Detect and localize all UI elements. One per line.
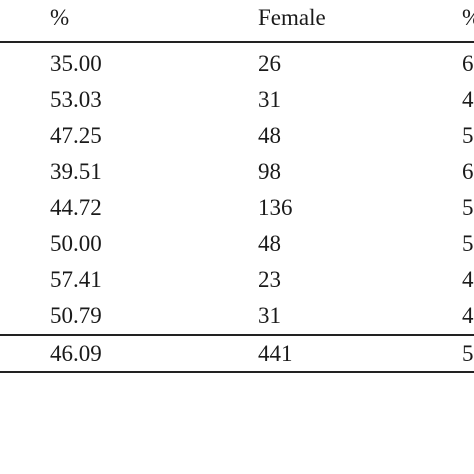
table-cell: 6 [462, 51, 474, 76]
table-cell: 4 [462, 87, 474, 112]
table-cell: 44.72 [50, 195, 102, 220]
table-cell: 5 [462, 195, 474, 220]
header-cell: Female [258, 5, 326, 30]
table-cell: 26 [258, 51, 281, 76]
header-rule [0, 41, 474, 43]
table-cell: 53.03 [50, 87, 102, 112]
table-cell: 136 [258, 195, 293, 220]
table-cell: 48 [258, 123, 281, 148]
header-cell: % [462, 5, 474, 31]
bottom-rule [0, 371, 474, 373]
table-cell: 23 [258, 267, 281, 292]
table-cell: 50.00 [50, 231, 102, 256]
table-cell: 57.41 [50, 267, 102, 292]
table-cell: 31 [258, 303, 281, 328]
table-cell: 5 [462, 231, 474, 256]
table-cell: 47.25 [50, 123, 102, 148]
table-cell: 39.51 [50, 159, 102, 184]
total-cell: 46.09 [50, 341, 102, 366]
header-cell: % [50, 5, 70, 30]
table-cell: 4 [462, 303, 474, 328]
table-cell: 50.79 [50, 303, 102, 328]
table-cell: 4 [462, 267, 474, 292]
total-cell: 5 [462, 341, 474, 366]
total-rule [0, 334, 474, 336]
total-cell: 441 [258, 341, 293, 366]
table-cell: 5 [462, 123, 474, 148]
table-cell: 31 [258, 87, 281, 112]
table-cell: 6 [462, 159, 474, 184]
table-cell: 48 [258, 231, 281, 256]
table-cell: 98 [258, 159, 281, 184]
table-cell: 35.00 [50, 51, 102, 76]
